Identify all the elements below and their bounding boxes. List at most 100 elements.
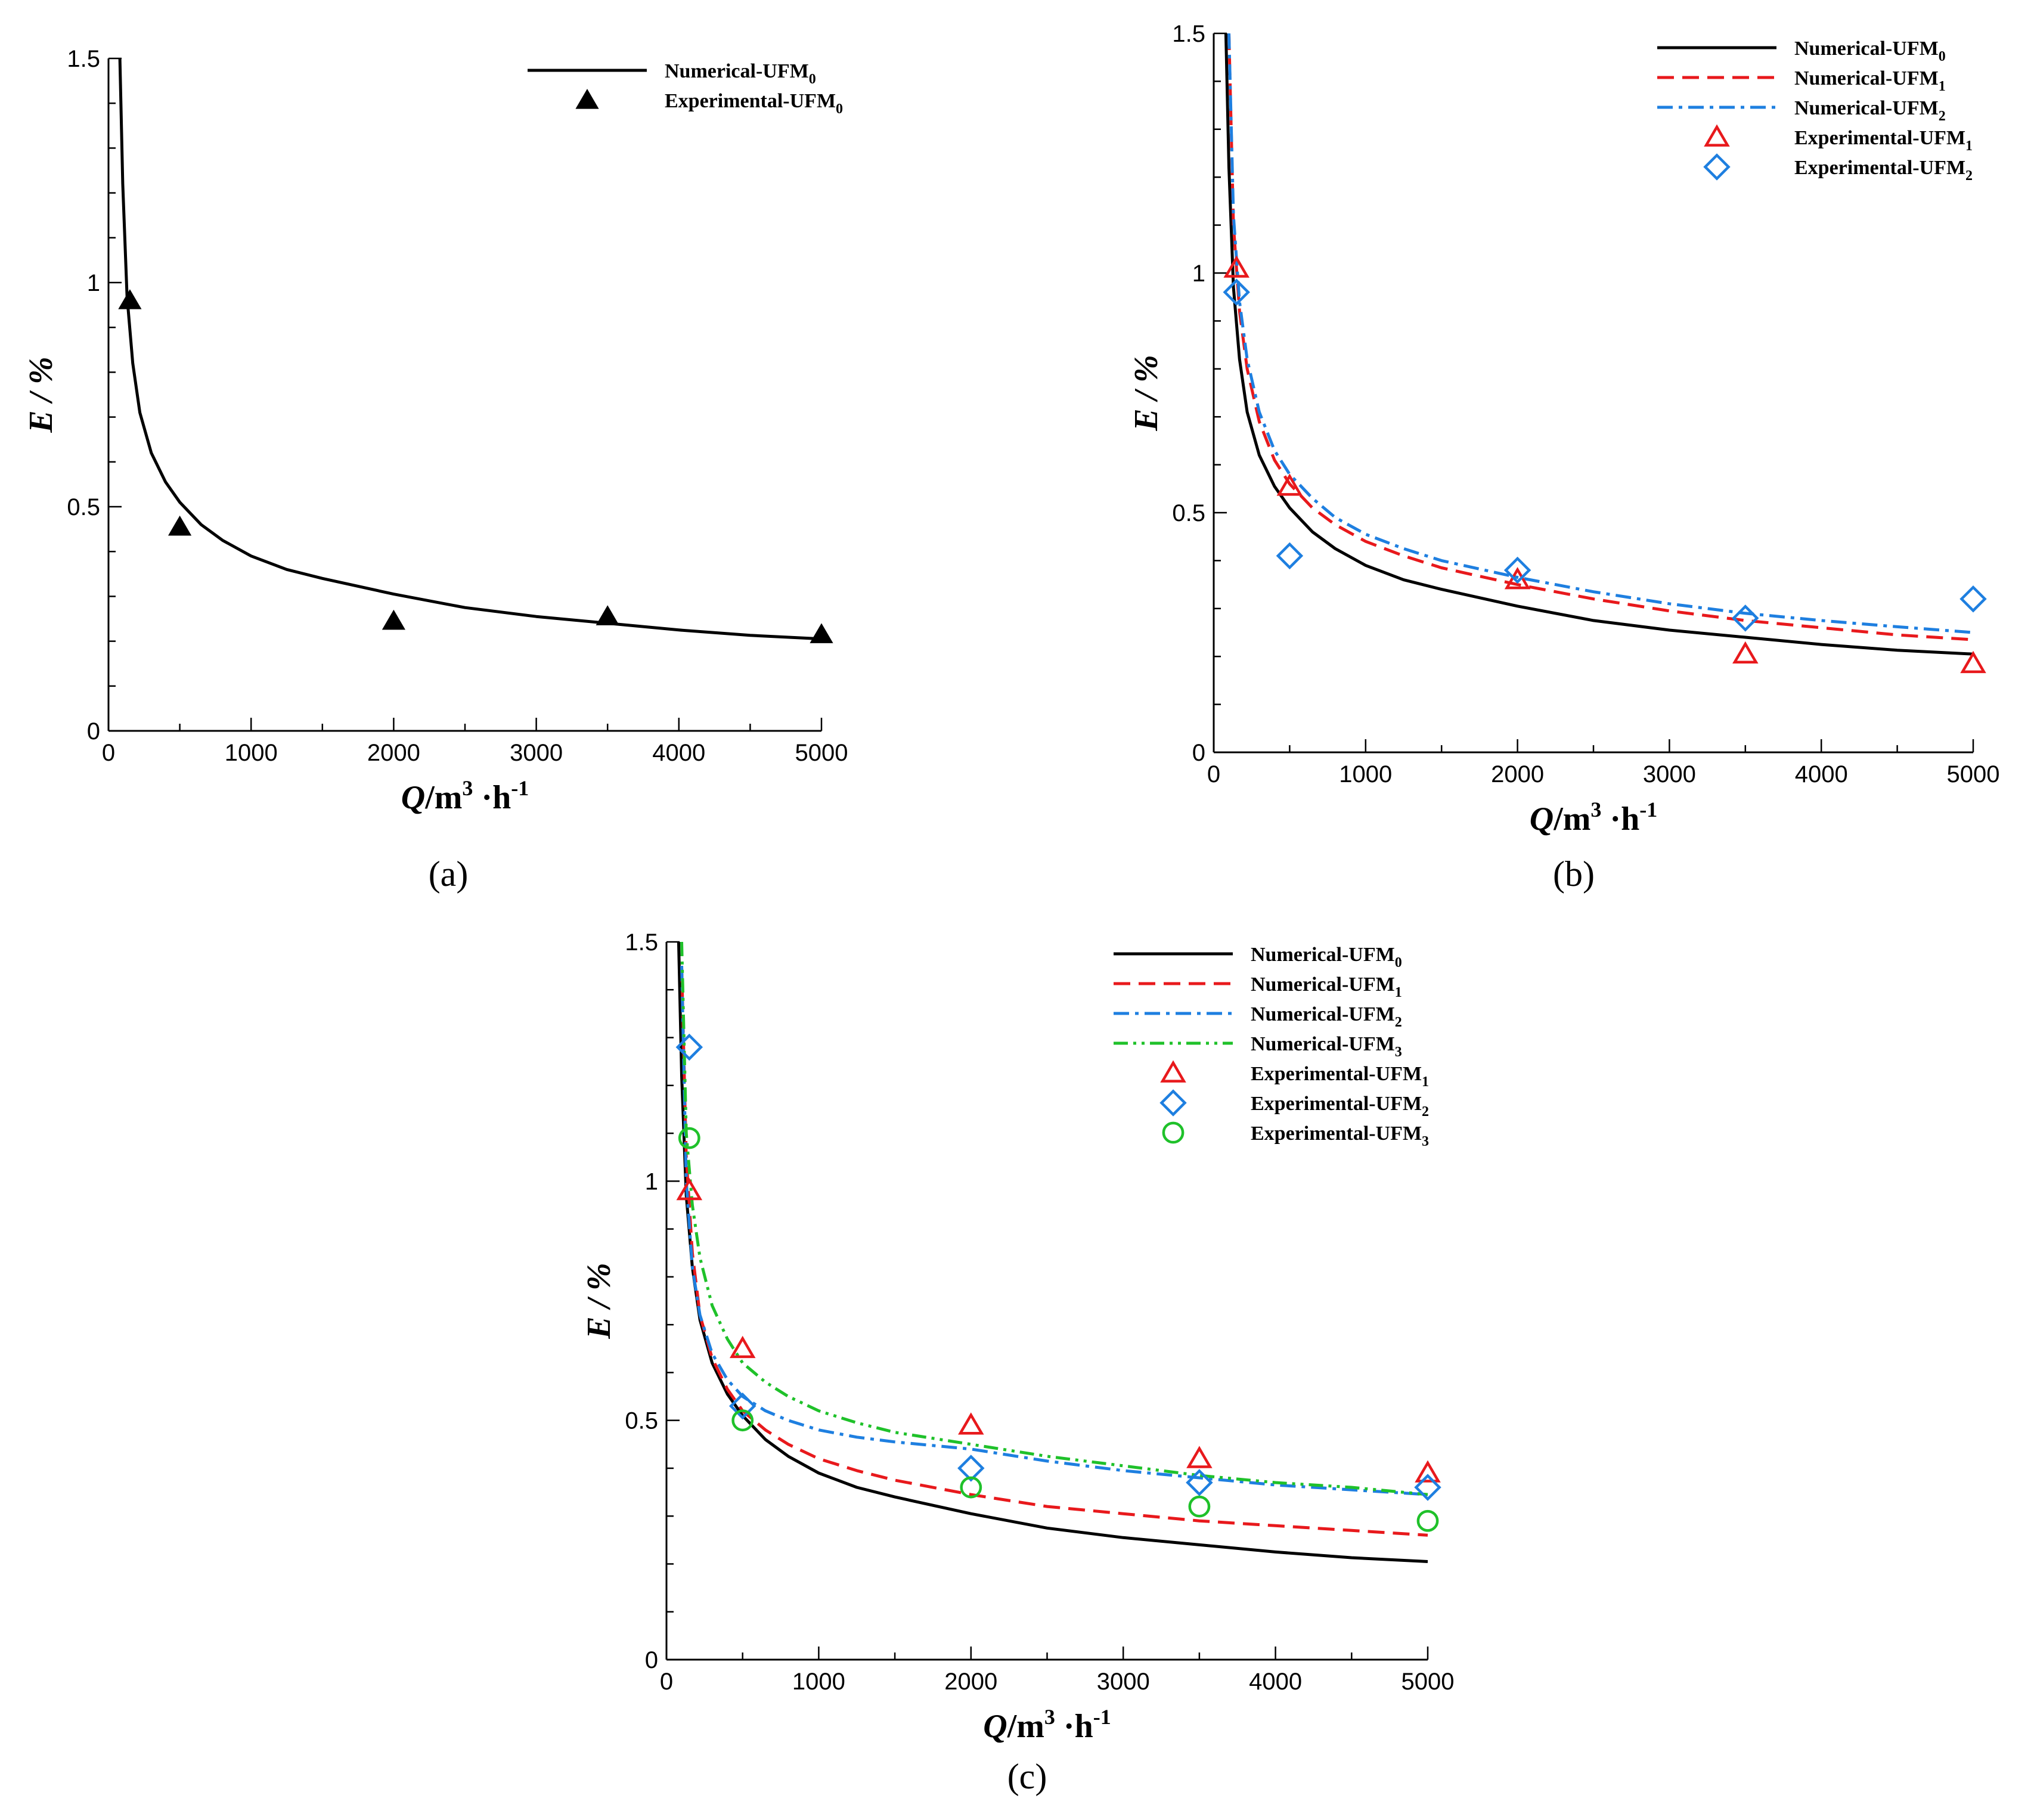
x-tick-label: 0: [1207, 761, 1220, 787]
y-tick-label: 0.5: [67, 494, 100, 520]
x-axis-title-mid: ·h: [1055, 1708, 1093, 1745]
series-line-num1: [1227, 33, 1974, 641]
data-point-exp3: [1416, 1509, 1439, 1532]
legend-label-num3: Numerical-UFM3: [1251, 1033, 1402, 1060]
x-axis-title-main: Q: [983, 1708, 1007, 1745]
x-tick-label: 4000: [652, 740, 705, 766]
legend-label-exp1: Experimental-UFM1: [1251, 1063, 1429, 1090]
data-point-exp2: [675, 1033, 703, 1061]
data-point-exp1: [1415, 1460, 1441, 1483]
legend-marker-exp2: [1703, 153, 1731, 181]
legend-label-subscript: 0: [836, 101, 843, 117]
y-axis-title: E / %: [23, 356, 60, 433]
legend-label-text: Experimental-UFM: [1251, 1123, 1422, 1145]
legend-label-subscript: 1: [1965, 138, 1973, 154]
data-point-exp2: [728, 1392, 756, 1420]
x-axis-title: Q/m3 ·h-1: [401, 776, 529, 816]
panel-label: (a): [429, 854, 469, 894]
legend-label-num0: Numerical-UFM0: [1251, 944, 1402, 971]
legend: Numerical-UFM0Numerical-UFM1Numerical-UF…: [1657, 38, 1973, 184]
data-point-exp2: [1503, 556, 1531, 584]
data-point-exp1: [1732, 641, 1759, 664]
data-point-exp1: [676, 1177, 703, 1201]
x-axis-title-rest: /m: [1553, 801, 1590, 838]
data-point-exp3: [731, 1409, 754, 1432]
series-line-num1: [680, 966, 1428, 1537]
x-tick-label: 1000: [225, 740, 278, 766]
x-tick-label: 1000: [792, 1669, 845, 1695]
chart-panel-a: 0 1000 2000 3000 4000 5000 0 0.5 1 1.5 Q/m3 ·h-1 E …: [23, 46, 848, 894]
y-tick-label: 0.5: [625, 1408, 658, 1434]
y-tick-label: 1.5: [625, 929, 658, 956]
legend-label-subscript: 2: [1422, 1104, 1429, 1120]
data-point-exp2: [1414, 1474, 1441, 1501]
x-tick-label: 4000: [1795, 761, 1848, 787]
legend-label-text: Experimental-UFM: [1251, 1063, 1422, 1085]
panel-label: (c): [1007, 1757, 1047, 1796]
y-tick-label: 1: [87, 270, 100, 296]
legend-label-subscript: 1: [1395, 985, 1402, 1000]
x-axis-title-main: Q: [401, 779, 425, 816]
legend-label-text: Numerical-UFM: [1251, 944, 1395, 966]
legend-label-text: Experimental-UFM: [1794, 127, 1965, 149]
legend-label-text: Numerical-UFM: [1251, 973, 1395, 996]
x-axis-title-rest: /m: [1007, 1708, 1044, 1745]
legend-label-text: Numerical-UFM: [1794, 38, 1939, 60]
series-line-num2: [680, 966, 1428, 1496]
x-tick-label: 5000: [1402, 1669, 1455, 1695]
data-point-exp2: [1223, 278, 1250, 306]
legend: Numerical-UFM0Numerical-UFM1Numerical-UF…: [1114, 944, 1429, 1149]
legend-label-num1: Numerical-UFM1: [1794, 67, 1946, 94]
legend-label-exp3: Experimental-UFM3: [1251, 1123, 1429, 1149]
legend-marker-exp3: [1162, 1121, 1185, 1144]
y-tick-label: 1.5: [1172, 21, 1205, 47]
legend-label-subscript: 2: [1395, 1015, 1402, 1030]
y-tick-label: 0: [645, 1647, 658, 1673]
legend-label-exp2: Experimental-UFM2: [1251, 1093, 1429, 1120]
legend-label-num2: Numerical-UFM2: [1794, 97, 1946, 124]
legend-marker-exp1: [1704, 124, 1730, 147]
x-axis-title-sup2: -1: [1093, 1705, 1111, 1729]
x-axis-title-mid: ·h: [473, 779, 511, 816]
y-tick-label: 0: [87, 718, 100, 745]
x-axis-title: Q/m3 ·h-1: [983, 1705, 1111, 1745]
y-axis-title: E / %: [581, 1263, 618, 1340]
legend-marker-exp0: [575, 89, 599, 109]
legend-label-subscript: 0: [809, 72, 816, 87]
x-axis-title-sup2: -1: [1639, 798, 1657, 821]
data-point-exp1: [1186, 1446, 1213, 1468]
legend-marker-exp1: [1160, 1060, 1186, 1083]
legend-marker-exp2: [1159, 1089, 1187, 1117]
legend-label-exp1: Experimental-UFM1: [1794, 127, 1973, 154]
legend-label-exp0: Experimental-UFM0: [665, 90, 843, 117]
legend-label-text: Experimental-UFM: [1794, 157, 1965, 179]
x-tick-label: 2000: [1491, 761, 1544, 787]
legend-label-subscript: 1: [1422, 1074, 1429, 1090]
data-point-exp0: [810, 623, 833, 643]
x-tick-label: 3000: [1097, 1669, 1150, 1695]
data-point-exp1: [729, 1335, 756, 1359]
data-point-exp2: [1732, 604, 1759, 632]
legend-label-text: Numerical-UFM: [1794, 67, 1939, 89]
data-point-exp3: [678, 1127, 700, 1149]
y-axis-title: E / %: [1128, 355, 1165, 432]
series-line-num3: [680, 941, 1428, 1496]
legend-label-exp2: Experimental-UFM2: [1794, 157, 1973, 184]
x-axis-title-sup2: -1: [511, 776, 529, 800]
legend-label-subscript: 3: [1422, 1134, 1429, 1149]
x-tick-label: 4000: [1249, 1669, 1302, 1695]
data-point-exp0: [118, 289, 142, 309]
legend-label-text: Experimental-UFM: [665, 90, 836, 112]
legend-label-subscript: 0: [1939, 49, 1946, 64]
data-point-exp2: [957, 1455, 985, 1482]
data-point-exp2: [1276, 542, 1304, 570]
legend-label-text: Numerical-UFM: [1794, 97, 1939, 119]
data-point-exp3: [960, 1476, 982, 1499]
legend-label-subscript: 1: [1939, 79, 1946, 94]
x-axis-title-main: Q: [1530, 801, 1554, 838]
legend-label-num0: Numerical-UFM0: [665, 60, 816, 87]
x-tick-label: 3000: [1643, 761, 1696, 787]
